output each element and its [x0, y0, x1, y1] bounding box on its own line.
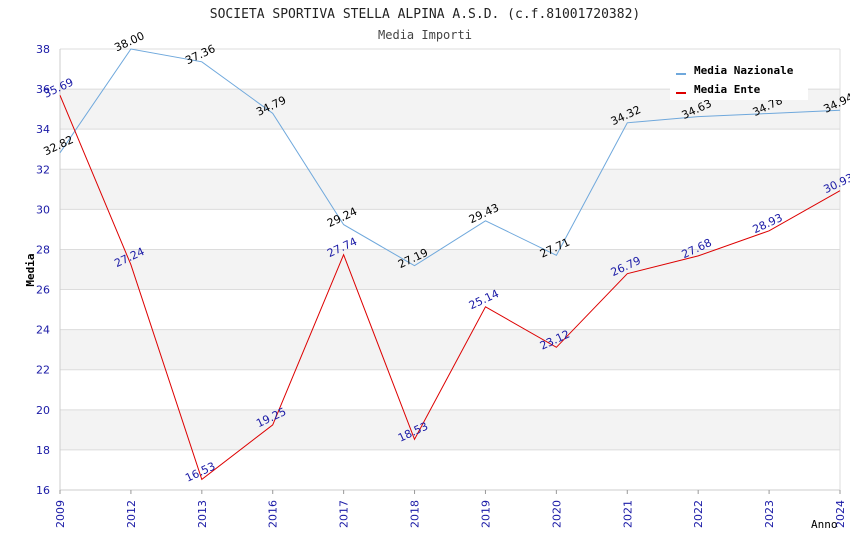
grid-band: [60, 289, 840, 330]
x-tick-label: 2018: [409, 500, 422, 528]
y-tick-label: 16: [36, 484, 50, 497]
y-tick-label: 30: [36, 203, 50, 216]
legend-label-ente: Media Ente: [694, 83, 761, 96]
x-tick-label: 2017: [338, 500, 351, 528]
grid-band: [60, 129, 840, 170]
x-tick-label: 2023: [763, 500, 776, 528]
y-tick-label: 18: [36, 444, 50, 457]
x-tick-label: 2012: [125, 500, 138, 528]
x-tick-label: 2019: [479, 500, 492, 528]
x-tick-label: 2021: [621, 500, 634, 528]
x-tick-label: 2016: [267, 500, 280, 528]
x-axis-ticks: 2009 2012 2013 2016 2017 2018 2019 2020 2021 2022…: [54, 490, 847, 528]
grid-band: [60, 409, 840, 450]
chart-title: SOCIETA SPORTIVA STELLA ALPINA A.S.D. (c…: [210, 7, 640, 22]
grid-band: [60, 369, 840, 410]
y-tick-label: 20: [36, 404, 50, 417]
chart-subtitle: Media Importi: [378, 28, 472, 42]
y-tick-label: 36: [36, 83, 50, 96]
y-axis-label: Media: [24, 253, 37, 286]
y-tick-label: 38: [36, 43, 50, 56]
grid-band: [60, 169, 840, 210]
grid-band: [60, 449, 840, 490]
y-tick-label: 32: [36, 163, 50, 176]
series-line-media-nazionale: [59, 48, 841, 267]
y-tick-label: 28: [36, 243, 50, 256]
x-tick-label: 2020: [550, 500, 563, 528]
legend-label-nazionale: Media Nazionale: [694, 64, 794, 77]
y-tick-label: 24: [36, 324, 50, 337]
grid-band: [60, 329, 840, 370]
x-tick-label: 2009: [54, 500, 67, 528]
grid-bands: [60, 49, 840, 490]
legend: Media Nazionale Media Ente: [670, 60, 808, 100]
series-line-media-ente: [59, 95, 841, 481]
series-lines: [59, 48, 841, 481]
x-tick-label: 2022: [692, 500, 705, 528]
x-axis-label: Anno: [811, 518, 838, 531]
legend-box: [670, 60, 808, 100]
grid-band: [60, 249, 840, 290]
x-tick-label: 2013: [196, 500, 209, 528]
axes: [59, 49, 841, 491]
y-tick-label: 26: [36, 284, 50, 297]
x-tick-label: 2024: [834, 500, 847, 528]
y-tick-label: 22: [36, 364, 50, 377]
y-axis-ticks: 16 18 20 22 24 26 28 30 32 34 36 38: [36, 43, 50, 497]
y-tick-label: 34: [36, 123, 50, 136]
